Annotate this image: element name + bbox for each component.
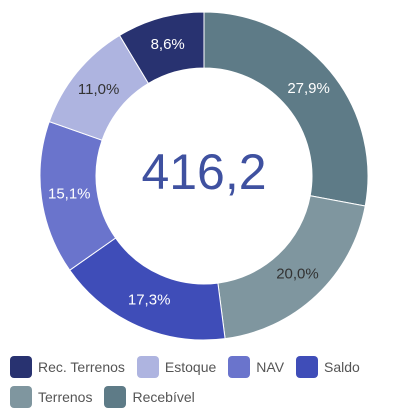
legend-item: NAV — [228, 356, 284, 378]
legend-label: Saldo — [324, 359, 360, 375]
legend-swatch — [228, 356, 251, 378]
legend-swatch — [296, 356, 319, 378]
legend-label: NAV — [256, 359, 285, 375]
slice-label: 20,0% — [276, 266, 319, 283]
slice-label: 11,0% — [78, 81, 119, 98]
donut-slice — [203, 11, 369, 207]
donut-slice — [118, 11, 205, 85]
slice-label: 27,9% — [287, 80, 330, 97]
legend-item: Saldo — [296, 356, 360, 378]
legend-label: Terrenos — [38, 389, 93, 405]
chart: 27,9% 20,0% 17,3% 15,1% 11,0% 8,6% 416,2 — [39, 11, 369, 341]
legend-item: Terrenos — [10, 386, 92, 408]
legend-item: Rec. Terrenos — [10, 356, 125, 378]
legend-item: Estoque — [136, 356, 217, 378]
legend-swatch — [136, 356, 159, 378]
legend-label: Recebível — [132, 389, 195, 405]
center-label: 416,2 — [141, 144, 266, 200]
slice-label: 8,6% — [151, 36, 185, 53]
legend-item: Recebível — [104, 386, 195, 408]
slice-label: 15,1% — [48, 186, 91, 203]
legend-swatch — [10, 356, 32, 378]
legend: Rec. Terrenos Estoque NAV Saldo Terrenos Rece… — [10, 356, 402, 408]
legend-swatch — [10, 386, 32, 408]
legend-swatch — [104, 386, 127, 408]
legend-label: Rec. Terrenos — [38, 359, 125, 375]
slice-label: 17,3% — [128, 291, 171, 308]
legend-label: Estoque — [164, 359, 217, 375]
